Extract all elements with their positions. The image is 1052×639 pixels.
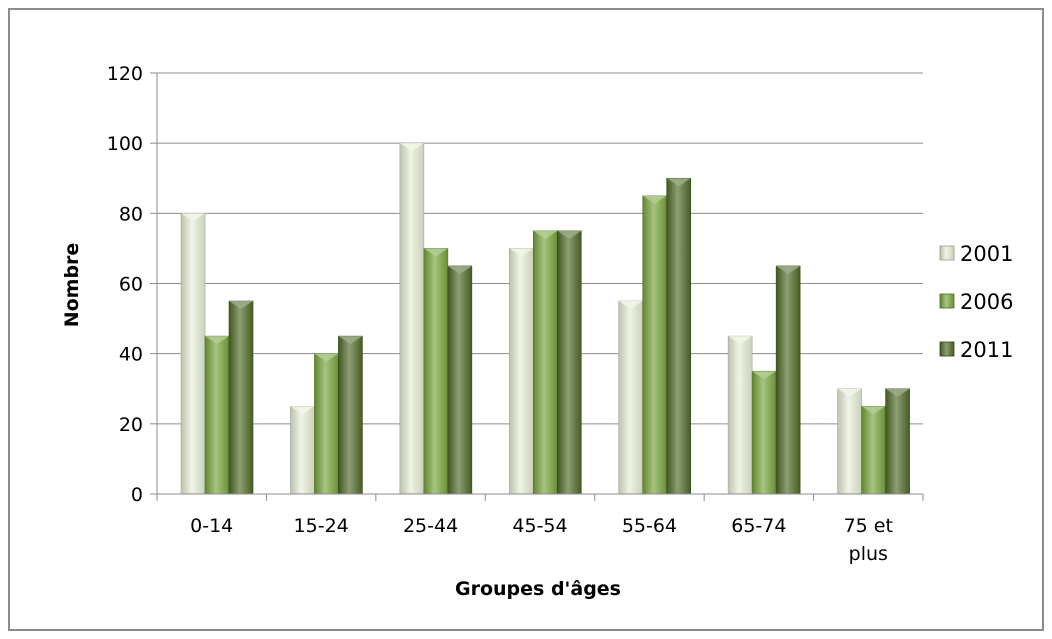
bar-cap — [229, 301, 253, 310]
x-tick-label: 55-64 — [622, 515, 677, 537]
y-tick-label: 40 — [119, 344, 143, 366]
x-tick-label: 25-44 — [403, 515, 458, 537]
bar-2011-2 — [447, 265, 473, 495]
bar-cap — [642, 195, 667, 204]
y-tick-label: 20 — [119, 414, 143, 436]
legend-swatch-2006 — [939, 293, 955, 309]
bar-2001-2 — [399, 142, 425, 495]
bar-2006-4 — [642, 195, 668, 495]
bar-2001-0 — [180, 213, 206, 495]
bar-cap — [205, 336, 229, 345]
bars — [180, 142, 910, 495]
bar-2011-0 — [228, 300, 254, 495]
bar-cap — [752, 371, 777, 380]
bar-2001-6 — [837, 388, 862, 495]
bar-2006-6 — [861, 405, 886, 495]
axes: 0 20 40 60 80 100 120 0-14 15-24 25-44 45-54 55-64 6… — [107, 63, 924, 565]
bar-cap — [666, 178, 691, 187]
bar-2011-5 — [775, 265, 801, 495]
bar-cap — [314, 353, 339, 362]
bar-2006-1 — [314, 353, 339, 495]
bar-cap — [776, 265, 801, 274]
bar-2001-4 — [618, 300, 644, 495]
bar-2006-3 — [532, 230, 558, 495]
bar-cap — [837, 388, 862, 397]
legend-label-2001: 2001 — [960, 242, 1013, 266]
bar-2006-2 — [423, 248, 449, 495]
bar-cap — [181, 213, 205, 222]
x-tick-label: 75 et — [844, 515, 893, 537]
y-axis-title: Nombre — [61, 243, 83, 328]
bar-cap — [557, 230, 582, 239]
bar-cap — [423, 248, 448, 257]
y-tick-label: 100 — [107, 133, 143, 155]
y-tick-label: 80 — [119, 203, 143, 225]
bar-cap — [290, 406, 315, 415]
bar-cap — [861, 406, 886, 415]
y-tick-label: 0 — [131, 484, 143, 506]
bar-cap — [728, 336, 753, 345]
bar-2001-1 — [290, 405, 315, 495]
legend-swatch-2001 — [939, 245, 955, 261]
bar-2001-3 — [508, 248, 534, 495]
bar-2006-5 — [751, 370, 777, 495]
bar-2011-4 — [666, 177, 692, 495]
x-tick-label: 15-24 — [294, 515, 349, 537]
bar-cap — [885, 388, 910, 397]
legend: 2001 2006 2011 — [939, 242, 1013, 362]
legend-label-2006: 2006 — [960, 290, 1013, 314]
x-tick-label: 65-74 — [731, 515, 786, 537]
bar-cap — [399, 143, 424, 152]
bar-2011-6 — [885, 388, 910, 495]
bar-2001-5 — [727, 335, 753, 495]
chart-frame: 0 20 40 60 80 100 120 0-14 15-24 25-44 45-54 55-64 6… — [8, 8, 1044, 631]
x-axis-title: Groupes d'âges — [455, 578, 621, 600]
y-tick-label: 60 — [119, 274, 143, 296]
bar-cap — [447, 265, 472, 274]
bar-2006-0 — [204, 335, 230, 495]
bar-2011-1 — [338, 335, 363, 495]
bar-cap — [509, 248, 534, 257]
bar-cap — [618, 301, 643, 310]
y-tick-label: 120 — [107, 63, 143, 85]
bar-cap — [338, 336, 363, 345]
x-tick-label: 45-54 — [512, 515, 567, 537]
bar-chart: 0 20 40 60 80 100 120 0-14 15-24 25-44 45-54 55-64 6… — [61, 63, 1013, 600]
bar-cap — [533, 230, 558, 239]
bar-2011-3 — [556, 230, 582, 495]
legend-label-2011: 2011 — [960, 338, 1013, 362]
x-tick-label: plus — [849, 543, 888, 565]
legend-swatch-2011 — [939, 341, 955, 357]
x-tick-label: 0-14 — [190, 515, 233, 537]
